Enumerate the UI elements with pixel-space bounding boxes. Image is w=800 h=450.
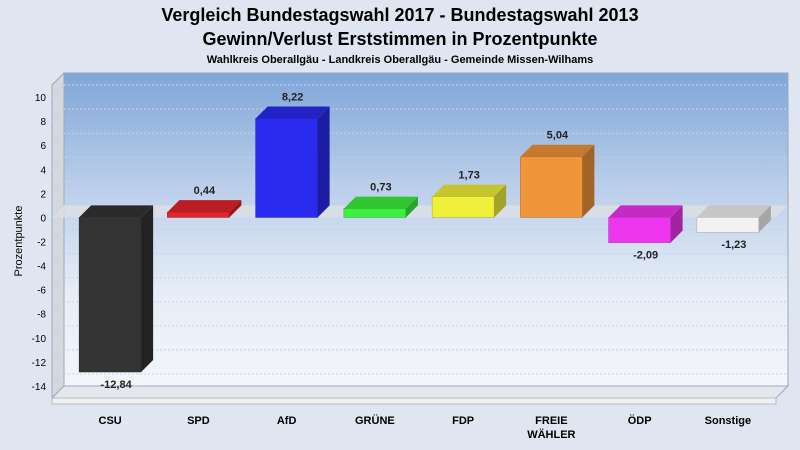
bar-side	[141, 205, 154, 372]
gridline-side	[51, 156, 65, 170]
bar-front	[608, 217, 671, 243]
y-tick-label: -6	[37, 286, 46, 297]
bar: 0,73	[343, 182, 418, 218]
x-tick-label: WÄHLER	[527, 428, 575, 441]
y-tick-label: -10	[32, 334, 47, 345]
bar-side	[582, 144, 595, 218]
y-tick-label: -8	[37, 310, 46, 321]
gridline-side	[51, 229, 65, 242]
gridline-side	[51, 180, 65, 194]
bar: 5,04	[520, 130, 595, 218]
bar-top	[167, 200, 242, 213]
chart-title: Vergleich Bundestagswahl 2017 - Bundesta…	[161, 5, 639, 25]
gridline-side	[51, 84, 65, 98]
x-tick-label: ÖDP	[628, 414, 652, 427]
gridline-side	[51, 325, 65, 339]
gridline-side	[51, 108, 65, 122]
bar: 0,44	[167, 185, 242, 218]
bar-top	[255, 106, 330, 119]
data-label: 8,22	[282, 91, 303, 103]
y-tick-label: 8	[40, 117, 46, 128]
bar-front	[696, 217, 760, 233]
bar-front	[431, 196, 495, 218]
data-label: 1,73	[458, 170, 479, 182]
x-tick-label: FDP	[452, 415, 474, 427]
bar-top	[432, 184, 507, 197]
gridline-side	[51, 277, 65, 291]
floor-edge	[51, 397, 777, 405]
bar: -1,23	[696, 205, 771, 251]
bar-top	[343, 196, 418, 209]
gridline-side	[51, 301, 65, 315]
y-tick-label: 10	[35, 93, 47, 104]
x-tick-label: GRÜNE	[355, 414, 395, 427]
bar-top	[79, 205, 154, 218]
data-label: -12,84	[101, 379, 133, 391]
bar-front	[78, 217, 142, 373]
x-tick-label: CSU	[99, 415, 122, 427]
y-tick-label: 6	[40, 141, 46, 152]
y-tick-label: -4	[37, 262, 46, 273]
bar-side	[670, 205, 683, 243]
data-label: -1,23	[721, 239, 746, 251]
bar: -2,09	[608, 205, 683, 262]
bar-side	[317, 106, 330, 218]
chart-subtitle: Wahlkreis Oberallgäu - Landkreis Oberall…	[206, 54, 594, 66]
bar-front	[255, 118, 318, 218]
y-tick-label: 0	[40, 213, 46, 224]
data-label: -2,09	[633, 250, 658, 262]
bar-side	[758, 205, 771, 233]
gridline-side	[51, 253, 65, 266]
y-axis-label: Prozentpunkte	[13, 206, 25, 277]
gridline-side	[51, 373, 65, 387]
y-tick-label: 4	[40, 165, 46, 176]
y-tick-label: 2	[40, 189, 46, 200]
bar-front	[520, 156, 583, 218]
bar-front	[343, 208, 407, 218]
data-label: 0,73	[370, 182, 391, 194]
y-tick-label: -2	[37, 238, 46, 249]
x-tick-label: FREIE	[535, 415, 567, 427]
bar-side	[405, 196, 418, 218]
bar-top	[608, 205, 683, 218]
gridlines	[51, 84, 788, 387]
data-label: 5,04	[547, 130, 569, 142]
chart-title-line2: Gewinn/Verlust Erststimmen in Prozentpun…	[202, 29, 598, 49]
data-label: 0,44	[194, 185, 216, 197]
bars: -12,84 0,44 8,22 0,73 1,73 5,04 -2,09 -1,23	[78, 91, 771, 391]
x-tick-label: SPD	[187, 415, 210, 427]
bar-side	[494, 184, 507, 218]
bar: -12,84	[78, 205, 154, 391]
x-tick-label: Sonstige	[705, 415, 751, 427]
y-tick-label: -12	[32, 358, 47, 369]
bar-side	[229, 200, 242, 218]
gridline-side	[51, 349, 65, 363]
bar: 8,22	[255, 91, 330, 218]
y-axis: 10 8 6 4 2 0 -2 -4 -6 -8 -10 -12 -14	[32, 93, 47, 393]
bar: 1,73	[431, 170, 507, 218]
floor	[50, 385, 790, 399]
x-tick-label: AfD	[277, 415, 297, 427]
y-tick-label: -14	[32, 382, 47, 393]
bar-top	[520, 144, 595, 157]
plot-area	[50, 71, 790, 405]
bar-top	[696, 205, 771, 218]
gridline-side	[51, 132, 65, 146]
bar-front	[167, 211, 230, 218]
